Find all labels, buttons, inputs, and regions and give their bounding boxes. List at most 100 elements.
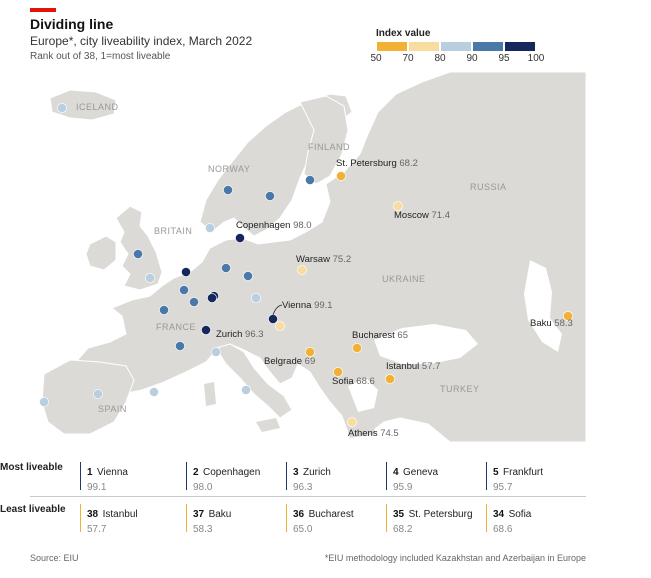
rank-number: 34 xyxy=(493,509,504,520)
table-divider xyxy=(30,496,586,497)
city-dot xyxy=(268,314,277,323)
least-liveable-label: Least liveable xyxy=(0,504,66,515)
rank-value: 68.6 xyxy=(493,524,531,535)
rank-city: Copenhagen xyxy=(203,467,260,478)
legend-swatch xyxy=(505,42,535,51)
city-value: 68.6 xyxy=(356,376,375,387)
city-label: Bucharest 65 xyxy=(352,330,408,341)
rank-value: 98.0 xyxy=(193,482,260,493)
rank-value: 96.3 xyxy=(293,482,331,493)
city-dot xyxy=(175,341,184,350)
rank-cell: 37 Baku 58.3 xyxy=(186,504,231,532)
rank-city: Sofia xyxy=(509,509,532,520)
source-note: Source: EIU xyxy=(30,553,79,563)
legend-tick-label: 95 xyxy=(498,53,509,64)
legend-ticks: 50 70 80 90 95 100 xyxy=(372,52,542,66)
city-dot xyxy=(251,293,260,302)
city-dot xyxy=(57,103,66,112)
city-dot xyxy=(347,417,356,426)
footnote: *EIU methodology included Kazakhstan and… xyxy=(325,553,586,563)
city-label: Warsaw 75.2 xyxy=(296,254,351,265)
city-dot xyxy=(159,305,168,314)
chart-title: Dividing line xyxy=(30,16,113,32)
legend-tick-label: 90 xyxy=(466,53,477,64)
city-dot xyxy=(207,293,216,302)
legend-swatch xyxy=(409,42,439,51)
city-name: Sofia xyxy=(332,376,356,387)
city-value: 65 xyxy=(397,330,408,341)
legend-tick-label: 70 xyxy=(402,53,413,64)
city-dot xyxy=(149,387,158,396)
city-value: 75.2 xyxy=(333,254,352,265)
city-label: Athens 74.5 xyxy=(348,428,399,439)
rank-city: Zurich xyxy=(303,467,331,478)
city-name: Belgrade xyxy=(264,356,305,367)
rank-cell: 3 Zurich 96.3 xyxy=(286,462,331,490)
rank-number: 5 xyxy=(493,467,499,478)
rank-value: 57.7 xyxy=(87,524,138,535)
city-dot xyxy=(305,175,314,184)
rank-cell: 4 Geneva 95.9 xyxy=(386,462,438,490)
city-value: 69 xyxy=(305,356,316,367)
city-label: Baku 58.3 xyxy=(530,318,573,329)
city-dot xyxy=(93,389,102,398)
legend: Index value 50 70 80 90 95 100 xyxy=(372,28,542,66)
rank-number: 38 xyxy=(87,509,98,520)
rank-cell: 35 St. Petersburg 68.2 xyxy=(386,504,473,532)
country-label: ICELAND xyxy=(76,102,119,112)
country-label: BRITAIN xyxy=(154,226,192,236)
city-dot xyxy=(241,385,250,394)
city-dot xyxy=(297,265,306,274)
least-liveable-row: Least liveable 38 Istanbul 57.7 37 Baku … xyxy=(0,500,556,540)
city-dot xyxy=(211,347,220,356)
city-label: Vienna 99.1 xyxy=(282,300,333,311)
city-value: 71.4 xyxy=(431,210,450,221)
country-label: FRANCE xyxy=(156,322,196,332)
city-dot xyxy=(145,273,154,282)
city-name: Athens xyxy=(348,428,380,439)
rank-city: Istanbul xyxy=(103,509,138,520)
city-name: St. Petersburg xyxy=(336,158,399,169)
city-dot xyxy=(265,191,274,200)
city-dot xyxy=(275,321,284,330)
legend-tick-label: 80 xyxy=(434,53,445,64)
city-dot xyxy=(179,285,188,294)
city-name: Moscow xyxy=(394,210,431,221)
land-sardinia xyxy=(204,382,216,406)
city-dot xyxy=(201,325,210,334)
city-dot xyxy=(133,249,142,258)
city-value: 98.0 xyxy=(293,220,312,231)
city-label: Sofia 68.6 xyxy=(332,376,375,387)
country-label: RUSSIA xyxy=(470,182,507,192)
city-value: 68.2 xyxy=(399,158,418,169)
country-label: FINLAND xyxy=(308,142,350,152)
legend-colorbar xyxy=(372,42,542,52)
rank-number: 2 xyxy=(193,467,199,478)
city-dot xyxy=(235,233,244,242)
country-label: SPAIN xyxy=(98,404,127,414)
rank-number: 3 xyxy=(293,467,299,478)
city-dot xyxy=(181,267,190,276)
rank-city: St. Petersburg xyxy=(409,509,473,520)
city-dot xyxy=(385,374,394,383)
city-dot xyxy=(243,271,252,280)
most-liveable-label: Most liveable xyxy=(0,462,63,473)
rank-value: 68.2 xyxy=(393,524,473,535)
rank-cell: 2 Copenhagen 98.0 xyxy=(186,462,260,490)
rank-city: Geneva xyxy=(403,467,438,478)
city-label: Zurich 96.3 xyxy=(216,329,264,340)
city-name: Warsaw xyxy=(296,254,333,265)
city-value: 58.3 xyxy=(554,318,573,329)
city-label: Istanbul 57.7 xyxy=(386,361,440,372)
rank-number: 35 xyxy=(393,509,404,520)
rank-city: Bucharest xyxy=(309,509,354,520)
legend-tick-label: 50 xyxy=(370,53,381,64)
rank-cell: 5 Frankfurt 95.7 xyxy=(486,462,543,490)
map-svg: ICELAND NORWAY FINLAND RUSSIA BRITAIN UKRAINE… xyxy=(30,72,586,442)
country-label: NORWAY xyxy=(208,164,250,174)
city-name: Vienna xyxy=(282,300,314,311)
rank-number: 4 xyxy=(393,467,399,478)
city-label: Moscow 71.4 xyxy=(394,210,450,221)
rank-value: 95.9 xyxy=(393,482,438,493)
rank-city: Baku xyxy=(209,509,232,520)
